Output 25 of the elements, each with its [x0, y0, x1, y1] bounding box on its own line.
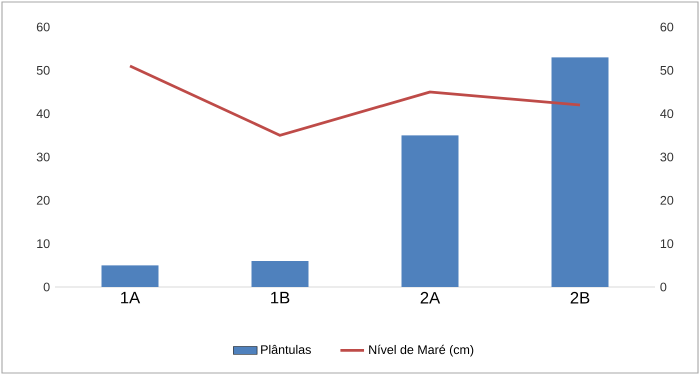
y-tick-label: 0 — [44, 282, 50, 292]
x-tick-label: 2B — [570, 292, 590, 304]
x-tick-label: 2A — [420, 292, 440, 304]
y2-tick-label: 30 — [660, 152, 674, 162]
legend-label: Plântulas — [261, 344, 311, 354]
x-tick-label: 1A — [121, 292, 140, 304]
y2-tick-label: 40 — [660, 109, 674, 118]
x-tick-label: 1B — [271, 292, 290, 304]
legend-label: Nível de Maré (cm) — [369, 344, 474, 357]
y-tick-label: 40 — [36, 109, 50, 118]
line-series — [128, 64, 582, 137]
bar — [552, 57, 609, 287]
y-tick-label: 50 — [36, 66, 50, 75]
y-tick-label: 10 — [37, 239, 50, 248]
y-tick-label: 60 — [36, 22, 50, 32]
y2-tick-label: 20 — [660, 196, 674, 205]
bar — [102, 265, 158, 287]
bar — [252, 260, 308, 287]
bar — [402, 135, 459, 287]
y2-tick-label: 50 — [660, 66, 674, 75]
y-tick-label: 20 — [36, 196, 50, 205]
y2-tick-label: 10 — [660, 239, 674, 248]
y2-tick-label: 0 — [660, 282, 666, 292]
y-tick-label: 30 — [36, 152, 50, 162]
y2-tick-label: 60 — [660, 22, 674, 32]
